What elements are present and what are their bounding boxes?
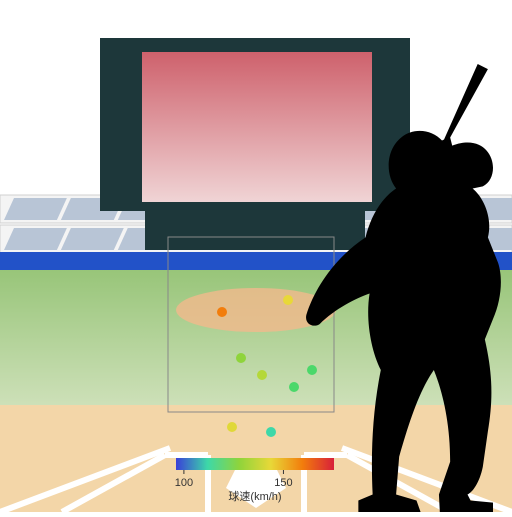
colorbar-tick-label: 150 [274,477,292,489]
pitch-marker [289,382,299,392]
pitch-marker [307,365,317,375]
pitch-marker [283,295,293,305]
pitch-location-diagram: 100 150 球速(km/h) [0,0,512,512]
scoreboard [100,38,410,250]
colorbar-title: 球速(km/h) [228,489,281,503]
pitch-marker [257,370,267,380]
pitch-marker [236,353,246,363]
pitch-marker [217,307,227,317]
pitch-marker [266,427,276,437]
pitch-marker [227,422,237,432]
colorbar-tick-label: 100 [175,477,193,489]
